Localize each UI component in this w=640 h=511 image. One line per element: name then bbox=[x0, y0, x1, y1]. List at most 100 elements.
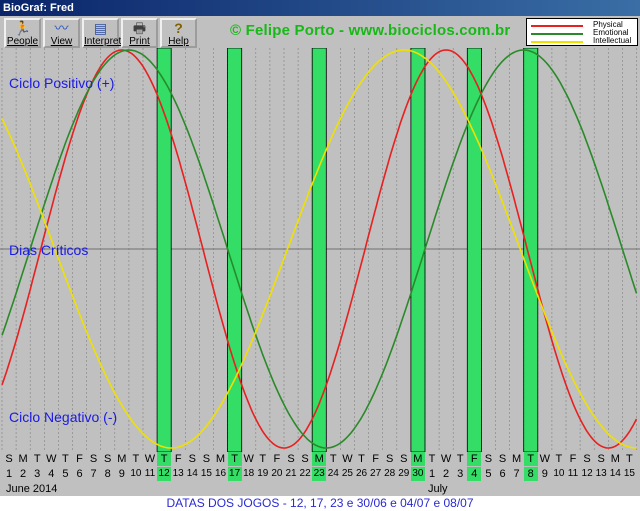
weekday-label: F bbox=[273, 453, 281, 465]
weekday-label: T bbox=[132, 453, 140, 465]
day-number-label: 30 bbox=[410, 467, 425, 481]
legend-swatch-emotional bbox=[531, 33, 583, 35]
watermark-text: © Felipe Porto - www.biociclos.com.br bbox=[230, 22, 511, 39]
people-icon: 🏃 bbox=[13, 20, 32, 36]
weekday-label: F bbox=[467, 452, 482, 466]
day-number-label: 10 bbox=[553, 468, 565, 479]
legend-swatch-physical bbox=[531, 25, 583, 27]
people-label: People bbox=[6, 36, 39, 47]
day-number-label: 5 bbox=[485, 468, 492, 480]
weekday-label: T bbox=[259, 453, 267, 465]
print-button[interactable]: 🖶 Print bbox=[121, 18, 158, 48]
legend-label-emotional: Emotional bbox=[593, 28, 629, 37]
day-number-label: 13 bbox=[172, 468, 184, 479]
help-button[interactable]: ? Help bbox=[160, 18, 197, 48]
weekday-label: S bbox=[597, 453, 605, 465]
day-number-label: 3 bbox=[457, 468, 464, 480]
weekday-label: S bbox=[5, 453, 13, 465]
day-number-label: 22 bbox=[299, 468, 311, 479]
day-number-label: 14 bbox=[186, 468, 198, 479]
day-axis: S 1 M 2 T 3 W 4 T 5 F 6 S 7 S 8 M 9 T 10 W 11 T 12 F 13 S 14 S 15 M 16 T… bbox=[0, 452, 640, 484]
day-number-label: 10 bbox=[130, 468, 142, 479]
legend-item-emotional: Emotional bbox=[531, 28, 637, 38]
weekday-label: M bbox=[215, 453, 226, 465]
weekday-label: W bbox=[144, 453, 156, 465]
day-number-label: 1 bbox=[5, 468, 13, 480]
weekday-label: T bbox=[626, 453, 633, 465]
day-number-label: 11 bbox=[144, 468, 156, 479]
weekday-label: S bbox=[386, 453, 394, 465]
view-label: View bbox=[50, 36, 73, 47]
printer-icon: 🖶 bbox=[132, 20, 147, 36]
series-line-physical bbox=[1, 49, 638, 449]
view-icon: 〰 bbox=[54, 20, 69, 36]
weekday-label: S bbox=[498, 453, 507, 465]
critical-days-label: Dias Críticos bbox=[9, 242, 89, 258]
interpret-button[interactable]: ▤ Interpret bbox=[82, 18, 122, 48]
day-number-label: 27 bbox=[370, 468, 382, 479]
print-label: Print bbox=[129, 36, 150, 47]
view-button[interactable]: 〰 View bbox=[43, 18, 80, 48]
negative-cycle-label: Ciclo Negativo (-) bbox=[9, 409, 118, 425]
weekday-label: S bbox=[188, 453, 196, 465]
weekday-label: F bbox=[174, 453, 182, 465]
weekday-label: W bbox=[440, 453, 452, 465]
weekday-label: M bbox=[312, 452, 327, 466]
series-line-intellectual bbox=[1, 49, 637, 449]
weekday-label: T bbox=[523, 452, 538, 466]
day-number-label: 8 bbox=[104, 468, 111, 480]
day-number-label: 19 bbox=[257, 468, 269, 479]
day-number-label: 12 bbox=[157, 467, 172, 481]
weekday-label: T bbox=[227, 452, 242, 466]
weekday-label: T bbox=[428, 453, 436, 465]
day-number-label: 15 bbox=[200, 468, 212, 479]
series-line-emotional bbox=[1, 49, 638, 449]
day-number-label: 5 bbox=[62, 468, 69, 480]
day-number-label: 23 bbox=[312, 467, 327, 481]
legend-label-physical: Physical bbox=[593, 20, 623, 29]
day-number-label: 9 bbox=[118, 468, 125, 480]
weekday-label: S bbox=[89, 453, 98, 465]
weekday-label: S bbox=[104, 453, 112, 465]
day-number-label: 28 bbox=[384, 468, 396, 479]
day-number-label: 6 bbox=[499, 468, 506, 480]
footer-game-dates: DATAS DOS JOGOS - 12, 17, 23 e 30/06 e 0… bbox=[0, 496, 640, 511]
weekday-label: S bbox=[400, 453, 408, 465]
legend-label-intellectual: Intellectual bbox=[593, 36, 632, 45]
legend: Physical Emotional Intellectual bbox=[526, 18, 638, 46]
weekday-label: T bbox=[33, 453, 41, 465]
window-title: BioGraf: Fred bbox=[3, 2, 74, 14]
day-number-label: 24 bbox=[327, 468, 339, 479]
day-number-label: 13 bbox=[595, 468, 607, 479]
interpret-label: Interpret bbox=[84, 36, 122, 47]
day-number-label: 25 bbox=[341, 468, 353, 479]
weekday-label: T bbox=[358, 453, 365, 465]
month-label-june: June 2014 bbox=[6, 483, 58, 495]
window-titlebar: BioGraf: Fred bbox=[0, 0, 640, 16]
weekday-label: M bbox=[410, 452, 425, 466]
biorhythm-chart: Ciclo Positivo (+) Dias Críticos Ciclo N… bbox=[0, 47, 640, 453]
day-number-label: 8 bbox=[523, 467, 538, 481]
day-number-label: 7 bbox=[513, 468, 520, 480]
weekday-label: W bbox=[46, 453, 57, 465]
weekday-label: W bbox=[342, 453, 353, 465]
weekday-label: T bbox=[62, 453, 69, 465]
weekday-label: S bbox=[301, 453, 309, 465]
day-number-label: 4 bbox=[467, 467, 482, 481]
game-day-highlight bbox=[156, 47, 172, 453]
legend-item-intellectual: Intellectual bbox=[531, 36, 637, 46]
day-number-label: 21 bbox=[285, 468, 297, 479]
weekday-label: S bbox=[583, 453, 591, 465]
weekday-label: T bbox=[157, 452, 172, 466]
weekday-label: S bbox=[202, 453, 211, 465]
game-day-highlight bbox=[410, 47, 426, 453]
weekday-label: F bbox=[76, 453, 83, 465]
help-label: Help bbox=[168, 36, 189, 47]
day-number-label: 2 bbox=[443, 468, 450, 480]
day-number-label: 26 bbox=[355, 468, 368, 479]
people-button[interactable]: 🏃 People bbox=[4, 18, 41, 48]
day-number-label: 7 bbox=[90, 468, 97, 480]
legend-item-physical: Physical bbox=[531, 20, 637, 30]
weekday-label: M bbox=[512, 453, 522, 465]
day-number-label: 4 bbox=[48, 468, 55, 480]
